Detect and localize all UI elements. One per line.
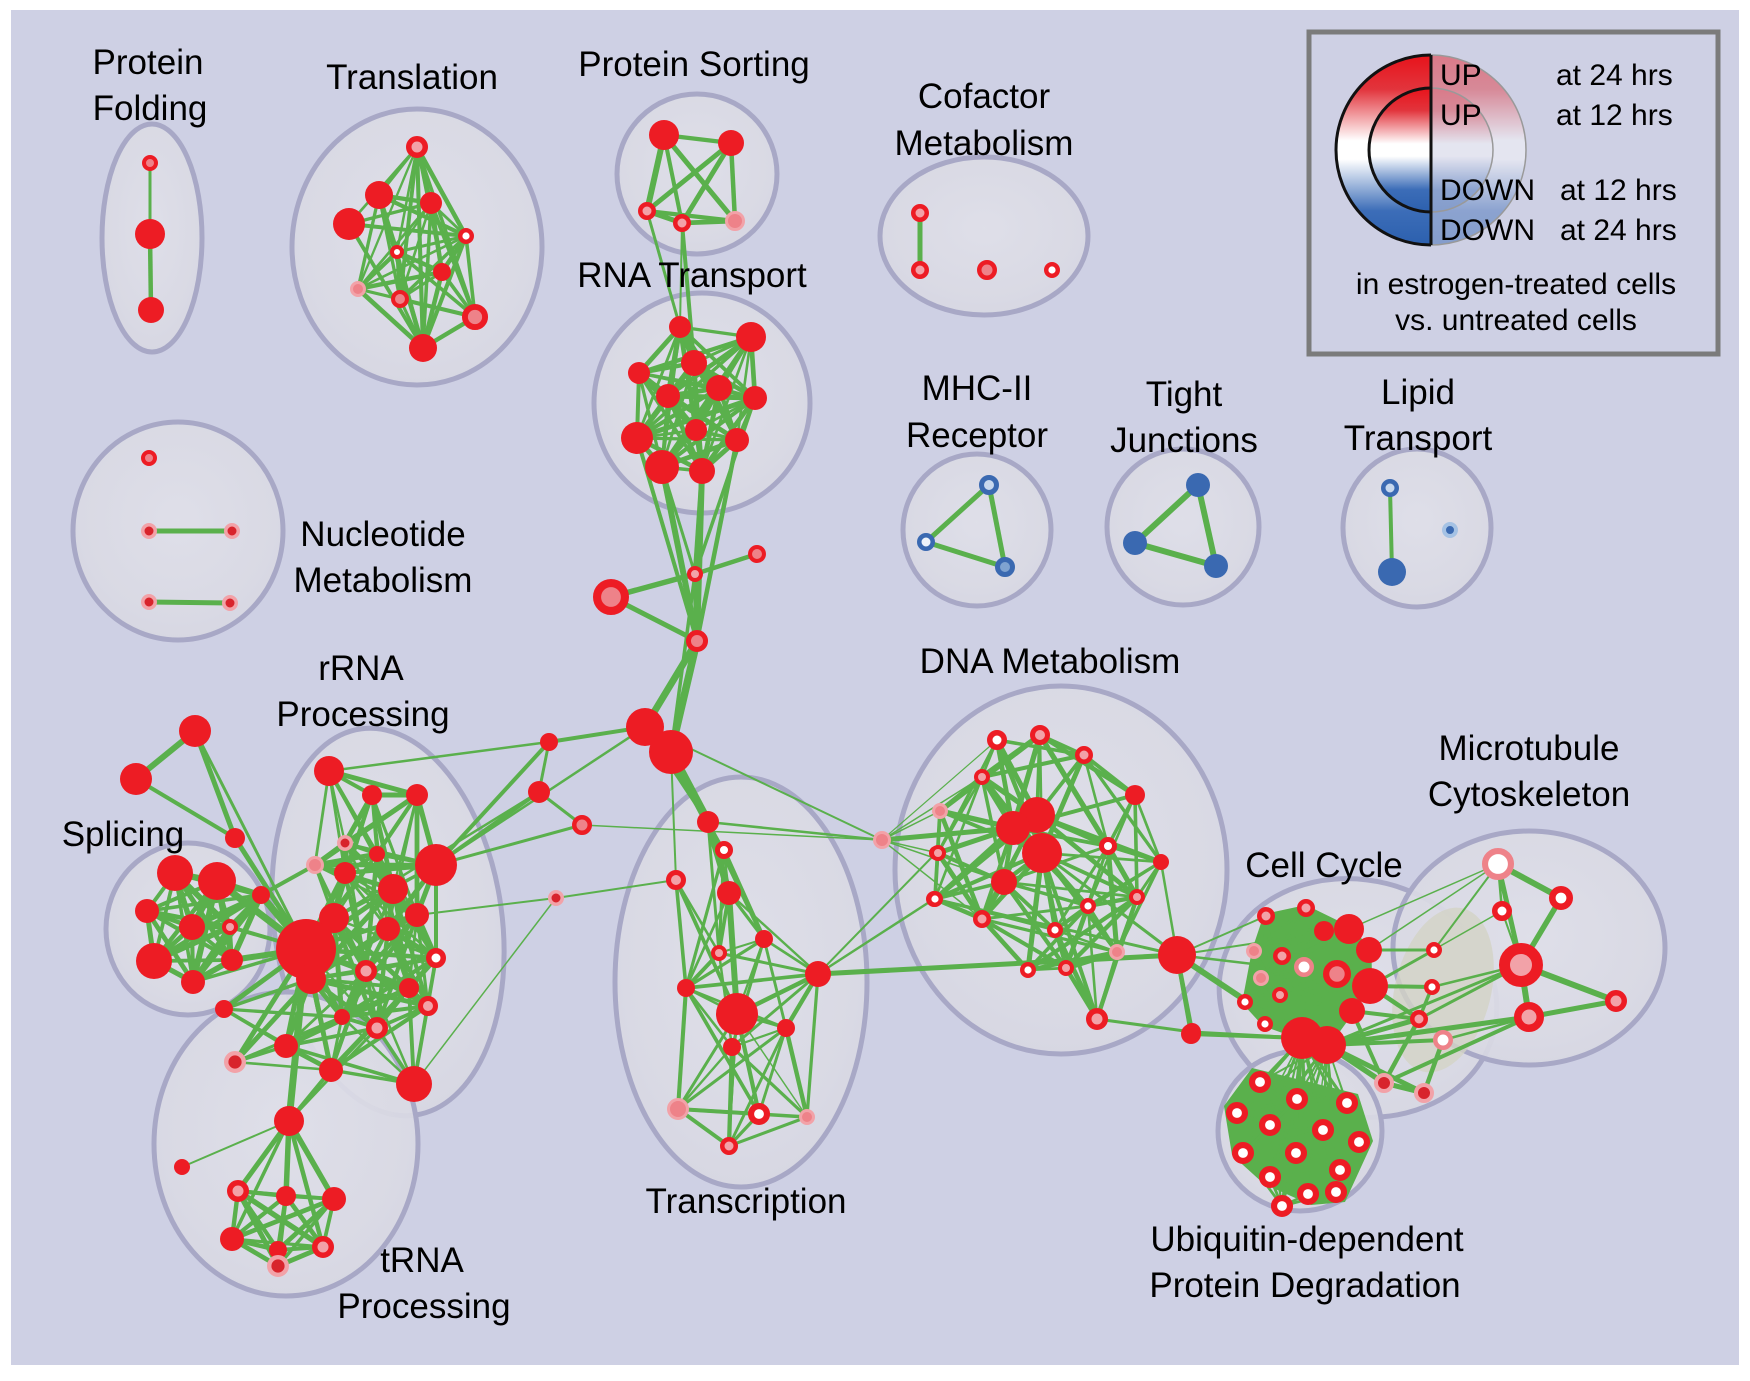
svg-text:Protein Sorting: Protein Sorting: [578, 45, 810, 84]
svg-text:Transport: Transport: [1344, 419, 1493, 458]
svg-text:Tight: Tight: [1146, 375, 1223, 414]
svg-text:Receptor: Receptor: [906, 416, 1048, 455]
svg-text:DOWN: DOWN: [1440, 214, 1535, 247]
svg-text:at 12 hrs: at 12 hrs: [1556, 99, 1673, 132]
svg-text:Nucleotide: Nucleotide: [300, 515, 465, 554]
svg-text:DOWN: DOWN: [1440, 174, 1535, 207]
svg-text:Transcription: Transcription: [646, 1182, 847, 1221]
svg-text:Splicing: Splicing: [62, 815, 185, 854]
svg-text:DNA Metabolism: DNA Metabolism: [920, 642, 1181, 681]
svg-text:UP: UP: [1440, 99, 1482, 132]
svg-text:RNA Transport: RNA Transport: [577, 256, 807, 295]
svg-text:Microtubule: Microtubule: [1439, 729, 1620, 768]
svg-text:Processing: Processing: [276, 695, 449, 734]
svg-text:Protein Degradation: Protein Degradation: [1149, 1266, 1460, 1305]
svg-text:rRNA: rRNA: [318, 649, 404, 688]
svg-text:Processing: Processing: [337, 1287, 510, 1326]
svg-text:MHC-II: MHC-II: [922, 369, 1033, 408]
svg-text:at 12 hrs: at 12 hrs: [1560, 174, 1677, 207]
svg-text:Cell Cycle: Cell Cycle: [1245, 846, 1403, 885]
svg-text:Cytoskeleton: Cytoskeleton: [1428, 775, 1630, 814]
svg-text:Lipid: Lipid: [1381, 373, 1455, 412]
svg-text:Junctions: Junctions: [1110, 421, 1258, 460]
svg-text:at 24 hrs: at 24 hrs: [1560, 214, 1677, 247]
svg-text:Metabolism: Metabolism: [895, 124, 1074, 163]
svg-text:at 24 hrs: at 24 hrs: [1556, 59, 1673, 92]
svg-text:vs. untreated cells: vs. untreated cells: [1395, 304, 1637, 337]
svg-text:Translation: Translation: [326, 58, 498, 97]
svg-text:Metabolism: Metabolism: [294, 561, 473, 600]
svg-text:Ubiquitin-dependent: Ubiquitin-dependent: [1150, 1220, 1464, 1259]
svg-text:Cofactor: Cofactor: [918, 77, 1051, 116]
svg-text:tRNA: tRNA: [380, 1241, 464, 1280]
svg-text:Protein: Protein: [93, 43, 204, 82]
svg-text:Folding: Folding: [93, 89, 208, 128]
svg-text:UP: UP: [1440, 59, 1482, 92]
svg-text:in estrogen-treated cells: in estrogen-treated cells: [1356, 268, 1676, 301]
